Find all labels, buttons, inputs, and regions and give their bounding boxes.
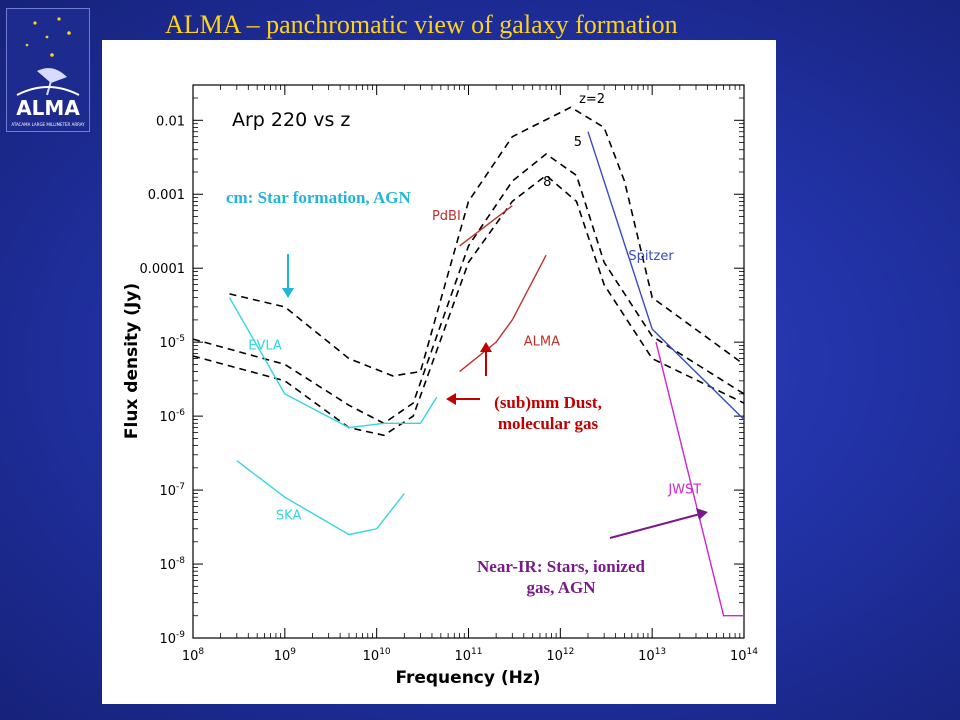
flux-density-chart: 108 109 1010 1011 1012 1013 1014 0.01 0.001 0.000… [122, 84, 758, 688]
series-label-5: 5 [574, 135, 582, 150]
nir-arrowhead [696, 508, 708, 520]
submm-annotation: (sub)mm Dust, molecular gas [494, 393, 602, 433]
series-alma [459, 254, 547, 373]
x-tick-label: 108 [182, 647, 205, 664]
logo-subtext: ATACAMA LARGE MILLIMETER ARRAY [11, 122, 85, 127]
series-label-ska: SKA [276, 509, 302, 524]
cm-annotation: cm: Star formation, AGN [226, 188, 411, 207]
x-axis-title: Frequency (Hz) [395, 668, 540, 688]
series-ska [236, 460, 405, 536]
x-tick-label: 1013 [638, 647, 666, 664]
y-tick-label: 0.0001 [140, 262, 186, 277]
y-tick-label: 0.01 [156, 114, 185, 129]
x-tick-label: 1010 [363, 647, 391, 664]
series-z-2 [229, 106, 745, 377]
y-tick-label: 10-8 [159, 556, 185, 573]
series-label-evla: EVLA [248, 338, 282, 353]
series-label-jwst: JWST [667, 482, 701, 497]
series-label-spitzer: Spitzer [628, 249, 674, 264]
logo-text: ALMA [16, 96, 80, 120]
series-spitzer [587, 131, 745, 420]
y-tick-label: 10-9 [159, 630, 185, 647]
chart-panel: 108 109 1010 1011 1012 1013 1014 0.01 0.001 0.000… [102, 40, 776, 704]
y-tick-label: 10-6 [159, 408, 185, 425]
nir-arrow [609, 513, 701, 539]
series-8 [192, 174, 745, 437]
series-label-z-2: z=2 [579, 92, 605, 107]
y-tick-label: 10-7 [159, 482, 185, 499]
y-axis-title: Flux density (Jy) [122, 283, 142, 439]
series-evla [228, 297, 438, 429]
x-tick-label: 1011 [455, 647, 483, 664]
series-5 [192, 152, 745, 425]
nir-annotation: Near-IR: Stars, ionized gas, AGN [477, 557, 645, 597]
submm-arrowhead-left [446, 393, 456, 405]
series-label-alma: ALMA [524, 335, 560, 350]
alma-logo: ALMA ATACAMA LARGE MILLIMETER ARRAY [6, 8, 90, 132]
x-tick-label: 1012 [546, 647, 574, 664]
x-tick-label: 109 [274, 647, 297, 664]
series-label-pdbi: PdBI [432, 209, 461, 224]
y-tick-label: 10-5 [159, 334, 185, 351]
plot-title: Arp 220 vs z [232, 109, 350, 131]
series-jwst [655, 342, 744, 617]
cm-arrowhead [282, 288, 294, 298]
x-tick-label: 1014 [730, 647, 758, 664]
series-label-8: 8 [543, 175, 551, 190]
series-pdbi [459, 205, 513, 247]
y-tick-label: 0.001 [148, 188, 185, 203]
slide-title: ALMA – panchromatic view of galaxy forma… [165, 10, 678, 39]
submm-arrowhead-up [480, 342, 492, 352]
